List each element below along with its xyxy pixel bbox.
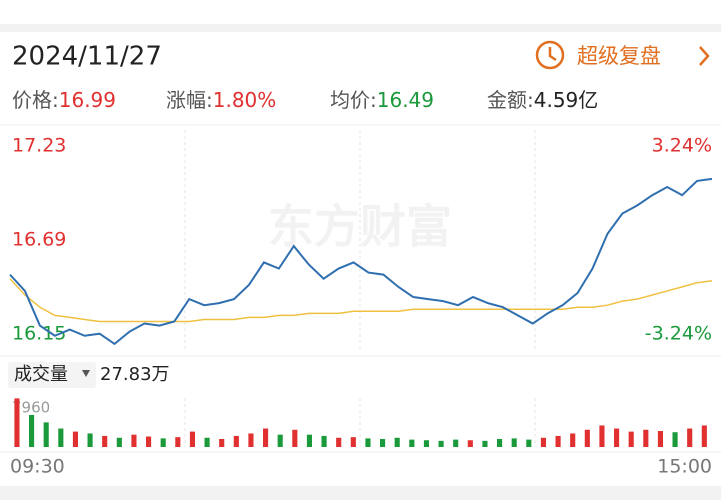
volume-bar — [497, 438, 503, 447]
volume-bar — [365, 438, 371, 447]
volume-bar — [277, 434, 283, 447]
quote-item: 金额:4.59亿 — [487, 88, 598, 112]
volume-bar — [321, 435, 327, 447]
volume-bar — [687, 428, 693, 447]
volume-bar — [614, 428, 620, 447]
volume-bar — [628, 431, 634, 447]
volume-bar — [643, 429, 649, 447]
volume-bar — [306, 434, 313, 447]
x-tick-label: 15:00 — [657, 456, 712, 478]
volume-bar — [175, 437, 181, 447]
volume-bar — [160, 438, 166, 447]
quote-label: 均价: — [330, 88, 377, 112]
volume-bar — [248, 433, 254, 447]
quote-value: 16.49 — [377, 88, 434, 112]
price-line — [9, 177, 713, 346]
volume-bar — [482, 440, 488, 447]
volume-bar — [263, 428, 269, 447]
volume-bar — [438, 440, 444, 447]
volume-bar — [219, 438, 225, 447]
volume-bar — [102, 435, 108, 447]
y-tick-label: 16.15 — [12, 323, 66, 345]
volume-bar — [336, 437, 342, 447]
volume-bar — [29, 414, 35, 447]
quote-label: 涨幅: — [166, 88, 213, 112]
volume-bar — [555, 435, 561, 447]
volume-bar — [540, 437, 547, 447]
volume-bar — [599, 425, 605, 447]
quote-label: 价格: — [12, 88, 59, 112]
volume-bar — [701, 425, 707, 447]
replay-button[interactable]: 超级复盘 — [535, 40, 710, 70]
volume-bar — [511, 438, 517, 447]
volume-bar — [146, 436, 152, 447]
volume-bar — [116, 437, 122, 447]
date: 2024/11/27 — [12, 42, 162, 72]
volume-bar — [423, 440, 430, 447]
y-tick-label: 7960 — [12, 399, 50, 417]
volume-bar — [526, 439, 532, 447]
volume-bar — [657, 430, 664, 447]
divider — [0, 486, 721, 500]
volume-bar — [87, 433, 93, 447]
quote-value: 1.80% — [213, 88, 277, 112]
volume-bar — [394, 437, 400, 447]
quote-item: 涨幅:1.80% — [166, 88, 276, 112]
quote-value: 4.59亿 — [534, 88, 599, 112]
y2-tick-label: -3.24% — [645, 323, 712, 345]
y-tick-label: 17.23 — [12, 135, 66, 157]
quote-item: 均价:16.49 — [330, 88, 434, 112]
y2-tick-label: 3.24% — [652, 135, 712, 157]
grid — [184, 130, 536, 447]
divider — [0, 24, 721, 32]
volume-bar — [43, 422, 49, 447]
volume-bar — [584, 429, 590, 447]
volume-selector[interactable]: 成交量 — [8, 362, 96, 388]
volume-bar — [350, 437, 356, 447]
volume-bar — [672, 432, 678, 447]
quote-item: 价格:16.99 — [12, 88, 116, 112]
volume-bar — [189, 431, 196, 447]
volume-bar — [131, 434, 137, 447]
volume-bar — [204, 437, 210, 447]
volume-bar — [233, 435, 239, 447]
x-tick-label: 09:30 — [10, 456, 65, 478]
volume-bar — [292, 429, 298, 447]
y-tick-label: 16.69 — [12, 229, 66, 251]
volume-bar — [14, 398, 20, 447]
volume-value: 27.83万 — [100, 364, 170, 385]
quote-label: 金额: — [487, 88, 534, 112]
volume-title[interactable]: 成交量 — [14, 364, 68, 385]
quote-value: 16.99 — [59, 88, 116, 112]
volume-bar — [72, 431, 79, 447]
volume-bar — [409, 439, 415, 447]
volume-bar — [570, 433, 576, 447]
volume-bar — [467, 440, 473, 447]
replay-label[interactable]: 超级复盘 — [577, 44, 661, 68]
volume-bar — [380, 438, 386, 447]
volume-bar — [453, 439, 459, 447]
average-line — [9, 278, 713, 323]
volume-bar — [58, 428, 64, 447]
